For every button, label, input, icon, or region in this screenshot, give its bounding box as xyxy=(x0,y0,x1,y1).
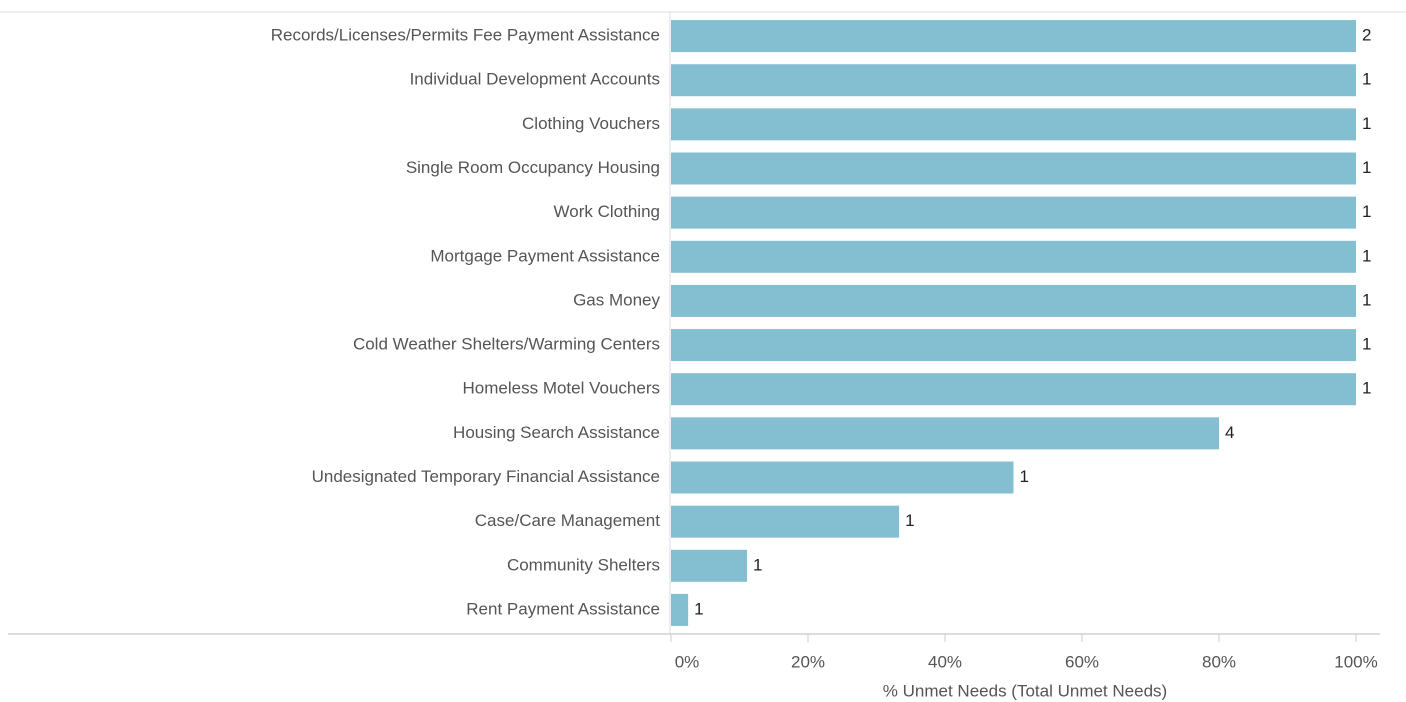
y-tick-label: Community Shelters xyxy=(507,555,660,574)
bar xyxy=(671,461,1014,494)
value-label: 2 xyxy=(1362,26,1371,45)
y-tick-label: Housing Search Assistance xyxy=(453,423,660,442)
y-tick-label: Work Clothing xyxy=(554,202,660,221)
x-tick-label: 60% xyxy=(1065,652,1099,671)
x-tick-label: 100% xyxy=(1334,652,1377,671)
value-label: 1 xyxy=(1362,114,1371,133)
value-label: 1 xyxy=(1362,246,1371,265)
bar xyxy=(671,284,1356,317)
y-tick-label: Clothing Vouchers xyxy=(522,114,660,133)
y-tick-label: Homeless Motel Vouchers xyxy=(463,379,660,398)
bar xyxy=(671,593,689,626)
x-tick-label: 20% xyxy=(791,652,825,671)
x-tick-label: 80% xyxy=(1202,652,1236,671)
y-tick-label: Case/Care Management xyxy=(475,511,660,530)
value-label: 1 xyxy=(1362,290,1371,309)
x-axis-title: % Unmet Needs (Total Unmet Needs) xyxy=(883,681,1167,700)
bar xyxy=(671,152,1356,185)
value-label: 1 xyxy=(694,599,703,618)
x-tick-label: 0% xyxy=(675,652,700,671)
value-label: 1 xyxy=(753,555,762,574)
bar xyxy=(671,549,748,582)
y-tick-label: Single Room Occupancy Housing xyxy=(406,158,660,177)
value-label: 4 xyxy=(1225,423,1234,442)
value-label: 1 xyxy=(1362,379,1371,398)
bar xyxy=(671,20,1356,53)
bar xyxy=(671,240,1356,273)
bar xyxy=(671,417,1219,450)
bar xyxy=(671,196,1356,229)
value-label: 1 xyxy=(1362,335,1371,354)
bar xyxy=(671,108,1356,141)
bar xyxy=(671,373,1356,406)
value-label: 1 xyxy=(1362,158,1371,177)
y-tick-label: Individual Development Accounts xyxy=(410,70,660,89)
bar xyxy=(671,64,1356,97)
y-tick-label: Mortgage Payment Assistance xyxy=(430,246,660,265)
x-tick-label: 40% xyxy=(928,652,962,671)
bar xyxy=(671,329,1356,362)
y-tick-label: Undesignated Temporary Financial Assista… xyxy=(312,467,660,486)
value-label: 1 xyxy=(905,511,914,530)
value-label: 1 xyxy=(1020,467,1029,486)
y-tick-label: Cold Weather Shelters/Warming Centers xyxy=(353,335,660,354)
value-label: 1 xyxy=(1362,202,1371,221)
bar xyxy=(671,505,900,538)
value-label: 1 xyxy=(1362,70,1371,89)
y-tick-label: Rent Payment Assistance xyxy=(466,599,660,618)
y-tick-label: Records/Licenses/Permits Fee Payment Ass… xyxy=(271,26,660,45)
y-tick-label: Gas Money xyxy=(573,290,660,309)
